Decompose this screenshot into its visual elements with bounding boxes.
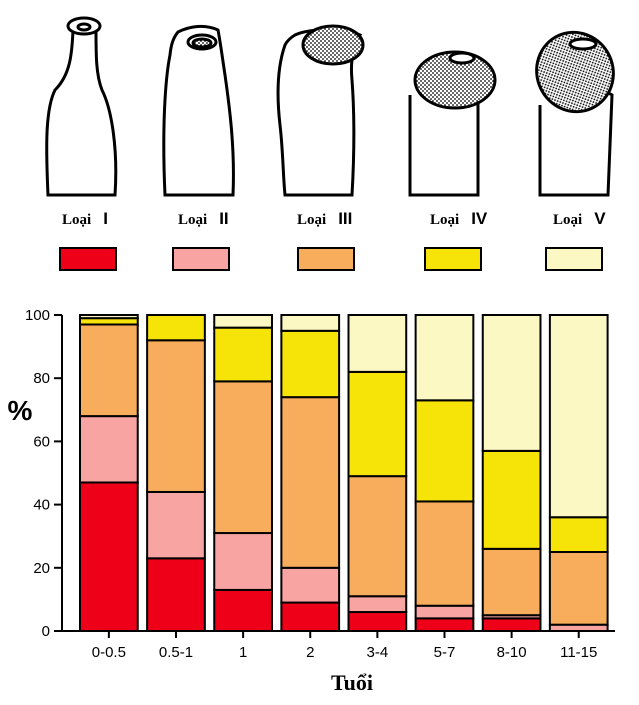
x-axis-label: Tuổi — [331, 670, 373, 695]
legend-item-type-3: Loại III — [297, 209, 355, 271]
bar-segment-type-2 — [213, 532, 273, 591]
x-tick-label: 5-7 — [434, 644, 456, 661]
legend-label-type-1: Loại I — [62, 209, 108, 228]
legend: Loại I Loại II Loại III Loại IV Loại V — [59, 209, 606, 271]
bar-segment-type-5 — [481, 314, 542, 452]
x-tick-label: 3-4 — [367, 644, 389, 661]
bar-segment-type-1 — [213, 588, 273, 632]
type-1-illustration — [45, 16, 118, 197]
type-4-illustration — [408, 50, 497, 197]
bar-segment-type-1 — [280, 601, 341, 632]
bar-segment-type-3 — [146, 339, 206, 493]
legend-item-type-5: Loại V — [545, 209, 606, 271]
x-tick-label: 1 — [239, 644, 247, 661]
legend-swatch-type-3 — [297, 247, 355, 271]
x-tick-labels: 0-0.5 0.5-1 1 2 3-4 5-7 8-10 11-15 — [92, 631, 597, 661]
bars — [79, 314, 609, 633]
bar-segment-type-4 — [146, 314, 206, 342]
bar-segment-type-3 — [280, 396, 341, 569]
bar-segment-type-1 — [146, 557, 206, 633]
legend-label-type-4: Loại IV — [430, 209, 488, 228]
type-5-illustration — [535, 30, 615, 197]
legend-numeral: III — [338, 209, 352, 228]
y-tick-labels: 0 20 40 60 80 100 — [25, 307, 62, 640]
legend-word: Loại — [297, 212, 326, 228]
legend-swatch-type-1 — [59, 247, 117, 271]
legend-label-type-5: Loại V — [553, 209, 606, 228]
x-tick-label: 11-15 — [560, 644, 597, 661]
bar-segment-type-5 — [347, 314, 408, 373]
legend-item-type-1: Loại I — [59, 209, 117, 271]
bar-segment-type-5 — [548, 314, 609, 519]
bar-segment-type-5 — [213, 314, 273, 329]
legend-numeral: II — [219, 209, 228, 228]
bar-segment-type-1 — [414, 617, 475, 632]
bar-segment-type-5 — [79, 314, 139, 320]
bar-segment-type-3 — [414, 500, 475, 607]
legend-word: Loại — [430, 212, 459, 228]
bar-segment-type-4 — [347, 370, 408, 478]
bar-segment-type-4 — [280, 329, 341, 399]
x-tick-label: 2 — [306, 644, 314, 661]
bar-segment-type-2 — [146, 490, 206, 560]
bar-segment-type-4 — [548, 516, 609, 553]
legend-word: Loại — [553, 212, 582, 228]
bar-segment-type-1 — [347, 611, 408, 632]
y-tick-label: 100 — [25, 307, 50, 324]
legend-word: Loại — [62, 212, 91, 228]
x-tick-label: 8-10 — [497, 644, 527, 661]
bar-segment-type-4 — [414, 399, 475, 503]
bar-segment-type-3 — [347, 475, 408, 598]
bar-segment-type-2 — [280, 566, 341, 604]
bar-segment-type-3 — [548, 551, 609, 626]
legend-swatch-type-4 — [424, 247, 482, 271]
legend-numeral: V — [594, 209, 606, 228]
bar-segment-type-5 — [414, 314, 475, 402]
bar-segment-type-3 — [213, 380, 273, 535]
legend-item-type-4: Loại IV — [424, 209, 488, 271]
bar-segment-type-3 — [79, 323, 139, 418]
bar-segment-type-2 — [347, 595, 408, 614]
y-axis-label: % — [8, 395, 33, 426]
bar-segment-type-5 — [280, 314, 341, 332]
x-tick-label: 0-0.5 — [92, 644, 126, 661]
legend-swatch-type-5 — [545, 247, 603, 271]
legend-swatch-type-2 — [172, 247, 230, 271]
legend-item-type-2: Loại II — [172, 209, 230, 271]
bar-segment-type-2 — [79, 415, 139, 484]
y-tick-label: 60 — [33, 433, 50, 450]
legend-numeral: I — [103, 209, 108, 228]
type-2-illustration — [162, 24, 235, 197]
legend-label-type-2: Loại II — [178, 209, 229, 228]
bar-segment-type-1 — [481, 617, 542, 632]
legend-numeral: IV — [471, 209, 488, 228]
legend-word: Loại — [178, 212, 207, 228]
x-tick-label: 0.5-1 — [159, 644, 193, 661]
bar-segment-type-1 — [79, 481, 139, 633]
y-tick-label: 20 — [33, 560, 50, 577]
bar-segment-type-3 — [481, 547, 542, 617]
bar-segment-type-4 — [481, 449, 542, 550]
y-tick-label: 0 — [42, 623, 50, 640]
type-3-illustration — [276, 24, 365, 197]
y-tick-label: 40 — [33, 497, 50, 514]
bar-segment-type-2 — [414, 604, 475, 620]
type-illustrations — [45, 16, 615, 197]
y-tick-label: 80 — [33, 370, 50, 387]
bar-segment-type-4 — [213, 326, 273, 383]
legend-label-type-3: Loại III — [297, 209, 352, 228]
